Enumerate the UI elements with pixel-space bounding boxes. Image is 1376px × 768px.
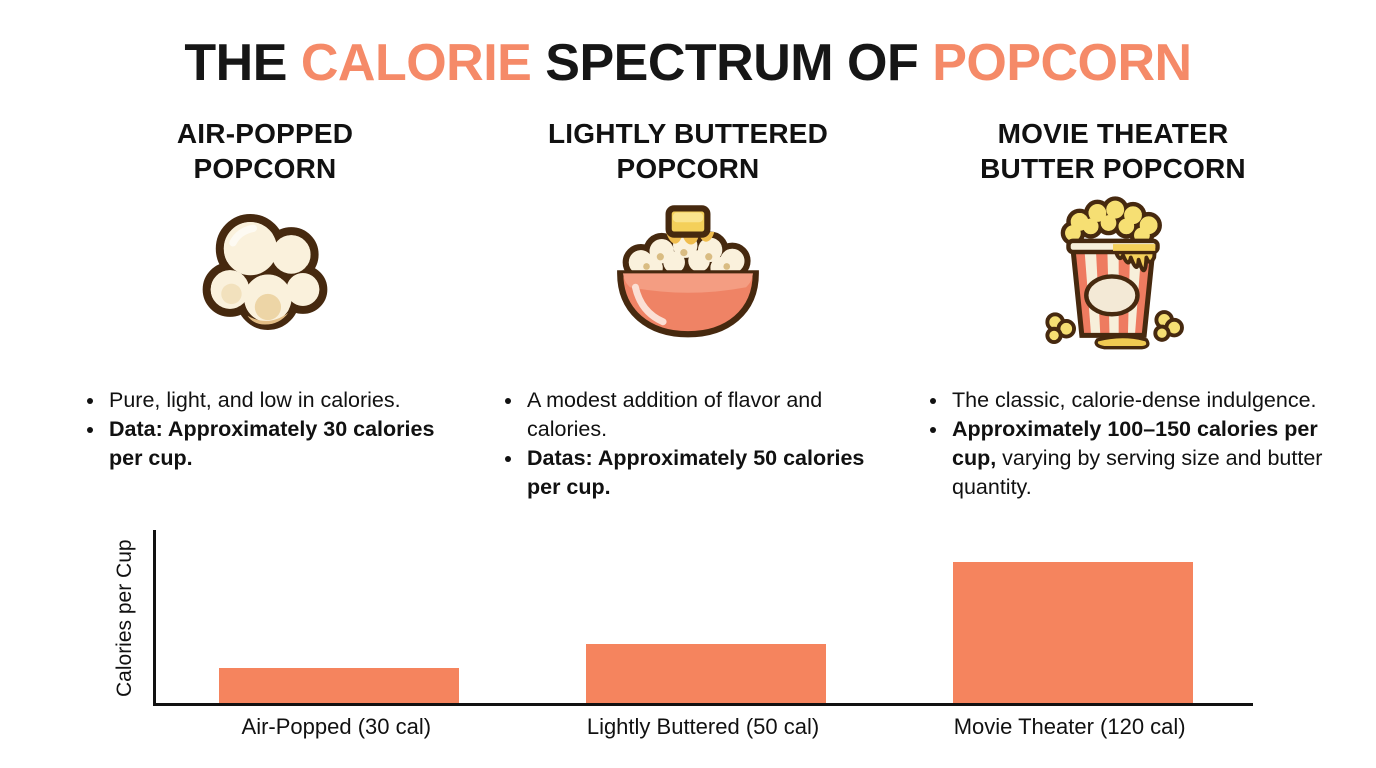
x-axis-tick-label: Lightly Buttered (50 cal) <box>586 714 820 739</box>
movie-theater-popcorn-box-icon <box>903 196 1323 350</box>
heading-line: POPCORN <box>616 153 760 184</box>
bullet-list-movie-theater: The classic, calorie-dense indulgence. Ap… <box>903 386 1323 502</box>
heading-line: AIR-POPPED <box>176 118 354 149</box>
title-part: POPCORN <box>932 34 1192 92</box>
heading-line: MOVIE THEATER <box>997 118 1229 149</box>
bullet-list-air-popped: Pure, light, and low in calories. Data: A… <box>60 386 470 473</box>
bullet-text: Pure, light, and low in calories. <box>109 388 401 412</box>
heading-line: BUTTER POPCORN <box>980 153 1246 184</box>
x-axis-tick-label: Movie Theater (120 cal) <box>953 714 1186 739</box>
page-title: THE CALORIE SPECTRUM OF POPCORN <box>0 34 1376 92</box>
bullet-text: A modest addition of flavor and calories… <box>527 388 823 441</box>
chart-bar-1 <box>586 644 826 703</box>
bullet-text: Approximately 100–150 calories per cup, <box>952 417 1318 470</box>
bullet-item: A modest addition of flavor and calories… <box>524 386 898 444</box>
title-part: THE <box>184 34 301 92</box>
bullet-text: Datas: Approximately 50 calories per cup… <box>527 446 865 499</box>
bar-chart-plot-area <box>153 530 1253 706</box>
bullet-item: Datas: Approximately 50 calories per cup… <box>524 444 898 502</box>
bullet-item: Pure, light, and low in calories. <box>106 386 470 415</box>
column-heading-air-popped: AIR-POPPED POPCORN <box>60 116 470 186</box>
heading-line: LIGHTLY BUTTERED <box>547 118 829 149</box>
x-axis-tick-label: Air-Popped (30 cal) <box>241 714 432 739</box>
bullet-text: varying by serving size and butter quant… <box>952 446 1323 499</box>
column-heading-lightly-buttered: LIGHTLY BUTTERED POPCORN <box>478 116 898 186</box>
bullet-item: Approximately 100–150 calories per cup, … <box>949 415 1323 502</box>
y-axis-label: Calories per Cup <box>113 539 136 697</box>
air-popped-popcorn-kernel-icon <box>60 196 470 348</box>
bullet-item: The classic, calorie-dense indulgence. <box>949 386 1323 415</box>
bullet-text: The classic, calorie-dense indulgence. <box>952 388 1317 412</box>
buttered-popcorn-bowl-icon <box>478 196 898 348</box>
bullet-text: Data: Approximately 30 calories per cup. <box>109 417 435 470</box>
column-movie-theater: MOVIE THEATER BUTTER POPCORN <box>903 116 1323 502</box>
column-lightly-buttered: LIGHTLY BUTTERED POPCORN <box>478 116 898 502</box>
chart-bar-0 <box>219 668 460 703</box>
column-air-popped: AIR-POPPED POPCORN Pure, light, and low … <box>60 116 470 473</box>
bullet-list-lightly-buttered: A modest addition of flavor and calories… <box>478 386 898 502</box>
title-part: SPECTRUM OF <box>531 34 933 92</box>
title-part: CALORIE <box>300 34 532 92</box>
chart-bar-2 <box>952 562 1193 703</box>
column-heading-movie-theater: MOVIE THEATER BUTTER POPCORN <box>903 116 1323 186</box>
heading-line: POPCORN <box>193 153 337 184</box>
bullet-item: Data: Approximately 30 calories per cup. <box>106 415 470 473</box>
